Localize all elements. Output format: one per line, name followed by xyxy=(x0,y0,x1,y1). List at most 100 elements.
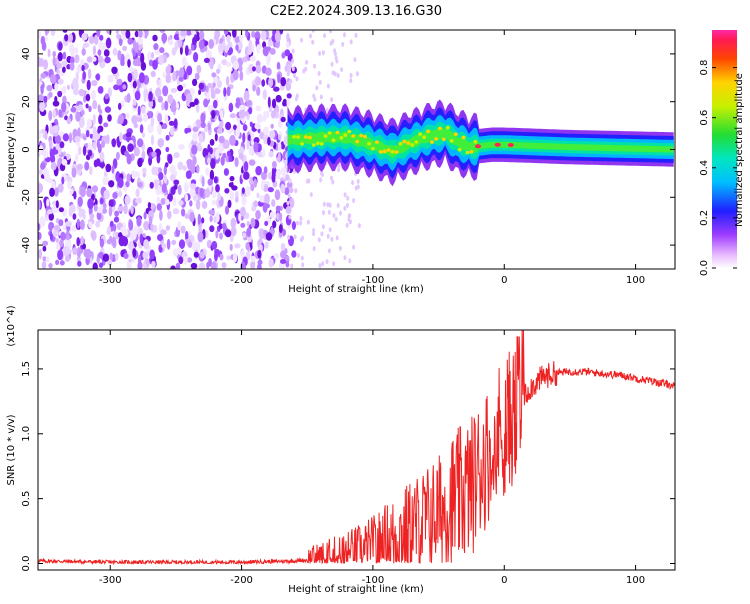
noise-dot xyxy=(41,261,47,269)
noise-dot xyxy=(323,33,327,39)
noise-dot xyxy=(222,222,227,230)
noise-dot xyxy=(169,126,175,136)
noise-dot xyxy=(59,260,65,266)
signal-blob xyxy=(469,150,474,154)
noise-dot xyxy=(143,211,147,220)
noise-dot xyxy=(58,219,64,227)
noise-dot xyxy=(189,211,195,223)
noise-dot xyxy=(175,262,181,269)
noise-dot xyxy=(277,73,281,84)
noise-dot xyxy=(320,170,323,176)
snr-x-label: Height of straight line (km) xyxy=(288,584,424,595)
noise-dot xyxy=(282,98,287,107)
noise-dot xyxy=(50,74,57,85)
noise-dot xyxy=(165,146,170,153)
noise-dot xyxy=(46,198,50,208)
noise-dot xyxy=(348,258,352,264)
noise-dot xyxy=(65,255,70,262)
noise-dot xyxy=(327,209,331,215)
noise-dot xyxy=(161,32,168,43)
noise-dot xyxy=(214,88,221,95)
noise-dot xyxy=(207,157,211,165)
noise-dot xyxy=(159,47,165,54)
noise-dot xyxy=(181,208,186,217)
noise-dot xyxy=(311,39,315,45)
noise-dot xyxy=(280,259,286,264)
noise-dot xyxy=(256,192,260,199)
noise-dot xyxy=(101,140,105,148)
noise-dot xyxy=(273,86,280,92)
noise-dot xyxy=(332,213,336,218)
noise-dot xyxy=(265,232,273,241)
noise-dot xyxy=(86,79,91,91)
noise-dot xyxy=(167,63,171,75)
noise-dot xyxy=(114,210,119,217)
noise-dot xyxy=(240,222,246,228)
noise-dot xyxy=(102,43,107,52)
noise-dot xyxy=(229,175,235,182)
noise-dot xyxy=(48,110,53,121)
noise-dot xyxy=(212,81,216,88)
x-tick-label: 100 xyxy=(626,275,645,286)
noise-dot xyxy=(78,208,84,218)
noise-dot xyxy=(226,34,231,43)
noise-dot xyxy=(38,248,42,260)
noise-dot xyxy=(228,102,234,113)
noise-dot xyxy=(247,47,253,55)
noise-dot xyxy=(226,150,231,157)
signal-blob xyxy=(355,139,360,144)
noise-dot xyxy=(151,260,156,268)
noise-dot xyxy=(98,41,104,52)
noise-dot xyxy=(113,84,120,91)
signal-blob xyxy=(315,141,320,146)
colorbar-tick-label: 0.2 xyxy=(699,210,710,226)
signal-blob xyxy=(426,129,431,134)
noise-dot xyxy=(253,178,257,188)
noise-dot xyxy=(249,55,256,62)
noise-dot xyxy=(241,187,245,195)
noise-dot xyxy=(70,106,77,113)
noise-dot xyxy=(220,110,224,121)
noise-dot xyxy=(285,41,290,49)
y-tick-label: 20 xyxy=(21,95,32,108)
noise-dot xyxy=(177,221,182,231)
noise-dot xyxy=(97,127,101,134)
noise-dot xyxy=(92,45,96,56)
noise-dot xyxy=(259,131,265,140)
noise-dot xyxy=(38,168,43,176)
noise-dot xyxy=(178,76,184,82)
noise-dot xyxy=(73,190,77,200)
noise-dot xyxy=(204,188,211,198)
noise-dot xyxy=(107,74,114,83)
noise-dot xyxy=(143,92,147,103)
noise-dot xyxy=(201,176,205,187)
colorbar-label: Normalized spectral amplitude xyxy=(734,73,745,227)
noise-dot xyxy=(267,41,274,47)
noise-dot xyxy=(219,232,223,240)
noise-dot xyxy=(262,148,266,158)
signal-blob xyxy=(370,146,375,151)
noise-dot xyxy=(153,43,159,51)
noise-dot xyxy=(331,70,335,76)
noise-dot xyxy=(245,30,249,38)
noise-dot xyxy=(285,205,292,214)
noise-dot xyxy=(110,220,114,227)
noise-dot xyxy=(280,243,286,252)
noise-dot xyxy=(95,73,100,81)
noise-dot xyxy=(195,199,201,210)
noise-dot xyxy=(255,210,261,220)
noise-dot xyxy=(44,130,48,141)
noise-dot xyxy=(82,213,86,220)
noise-dot xyxy=(141,105,146,114)
noise-dot xyxy=(286,93,292,99)
noise-dot xyxy=(268,258,274,268)
noise-dot xyxy=(294,188,298,194)
noise-dot xyxy=(198,133,204,143)
noise-dot xyxy=(47,177,53,184)
noise-dot xyxy=(83,42,90,48)
noise-dot xyxy=(177,184,182,195)
noise-dot xyxy=(69,204,76,213)
noise-dot xyxy=(117,114,124,125)
noise-dot xyxy=(118,190,123,198)
noise-dot xyxy=(289,197,295,209)
